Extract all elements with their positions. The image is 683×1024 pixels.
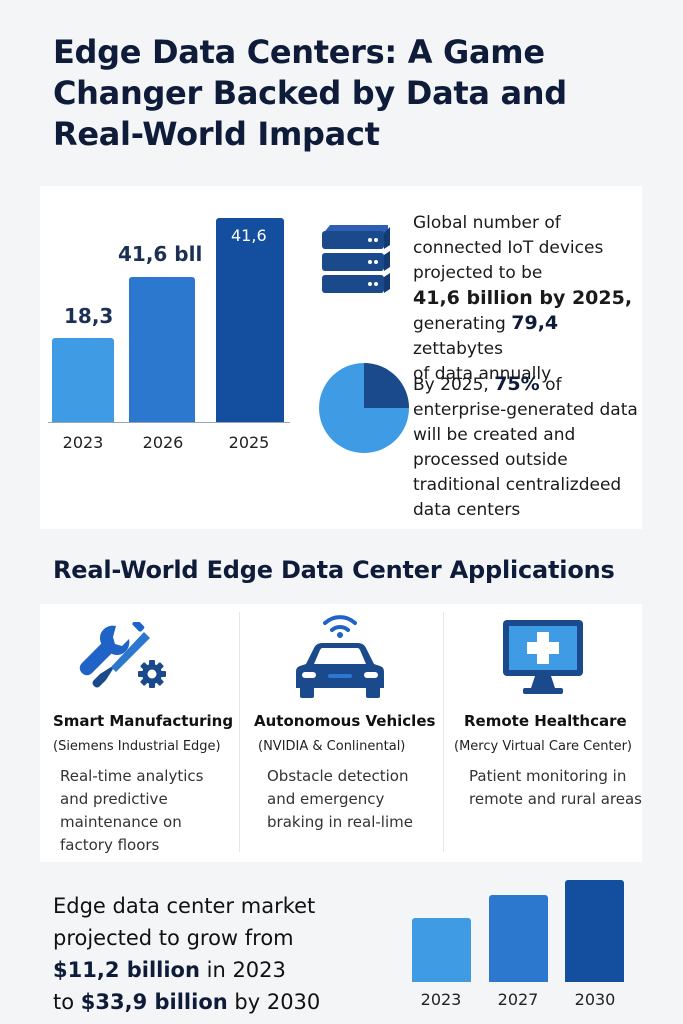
tick-label: 2025 (228, 433, 270, 452)
stat-highlight: 41,6 billion by 2025, (413, 287, 633, 309)
app-description: Real-time analytics and predictive maint… (60, 767, 204, 854)
enterprise-pie-chart (319, 363, 409, 453)
stat-line: traditional centralizdeed (413, 475, 622, 495)
data-label: 18,3 (64, 304, 114, 328)
stat-line: connected IoT devices (413, 238, 604, 258)
stat-line: of data annually (413, 364, 552, 384)
app-title: Smart Manufacturing (53, 712, 234, 730)
tick-label: 2023 (420, 990, 462, 1009)
market-line: $11,2 billion in 2023 (53, 958, 286, 982)
stat-line: Global number of (413, 213, 561, 233)
bar-2025 (216, 218, 284, 422)
iot-stat-text: Global number of connected IoT devices p… (413, 211, 643, 387)
app-subtitle: (Siemens Industrial Edge) (53, 739, 221, 754)
market-line: projected to grow from (53, 926, 294, 950)
medical-monitor-icon (503, 620, 583, 694)
bar-2023 (412, 918, 471, 982)
pie-slice-25 (364, 363, 409, 408)
bar-2027 (489, 895, 548, 982)
app-title: Remote Healthcare (464, 712, 627, 730)
market-line: to $33,9 billion by 2030 (53, 990, 321, 1014)
stat-line: data centers (413, 500, 521, 520)
bar-2023 (52, 338, 114, 422)
divider (239, 612, 240, 852)
app-subtitle: (Mercy Virtual Care Center) (454, 739, 632, 754)
stat-line: processed outside (413, 450, 568, 470)
bar-2030 (565, 880, 624, 982)
stat-line: projected to be (413, 263, 543, 283)
tick-label: 2027 (497, 990, 539, 1009)
app-description: Obstacle detection and emergency braking… (267, 767, 413, 831)
data-label: 41,6 (231, 226, 267, 245)
tools-icon (79, 622, 166, 688)
bar-2026 (129, 277, 195, 422)
stat-line: generating 79,4 zettabytes (413, 312, 559, 359)
connected-car-icon (296, 615, 384, 698)
tick-label: 2026 (142, 433, 184, 452)
applications-heading: Real-World Edge Data Center Applications (53, 556, 615, 584)
stat-line: enterprise-generated data (413, 400, 638, 420)
app-subtitle: (NVIDIA & Conlinental) (258, 739, 406, 754)
page-title: Edge Data Centers: A Game Changer Backed… (53, 33, 567, 153)
tick-label: 2030 (574, 990, 616, 1009)
divider (443, 612, 444, 852)
enterprise-stat-text: By 2025, 75% of enterprise-generated dat… (413, 372, 643, 523)
data-label: 41,6 bll (118, 242, 203, 266)
market-line: Edge data center market (53, 894, 316, 918)
chart-baseline (48, 422, 290, 423)
app-description: Patient monitoring in remote and rural a… (469, 767, 642, 808)
stat-line: By 2025, 75% of (413, 373, 562, 395)
market-projection-text: Edge data center market projected to gro… (53, 890, 320, 1018)
stat-line: will be created and (413, 425, 576, 445)
app-title: Autonomous Vehicles (254, 712, 436, 730)
tick-label: 2023 (62, 433, 104, 452)
server-stack-icon (322, 225, 390, 293)
